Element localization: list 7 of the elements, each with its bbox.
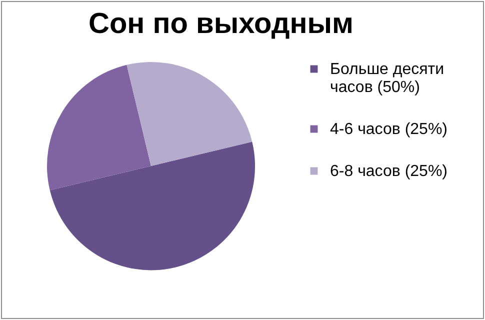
- legend-label: 4-6 часов (25%): [330, 121, 448, 138]
- pie-slice: [50, 142, 256, 270]
- pie-slice: [47, 64, 151, 190]
- pie-slice: [126, 62, 252, 166]
- legend-label: Больше десяти часов (50%): [330, 61, 444, 96]
- legend-label: 6-8 часов (25%): [330, 163, 448, 180]
- chart-title: Сон по выходным: [88, 8, 354, 40]
